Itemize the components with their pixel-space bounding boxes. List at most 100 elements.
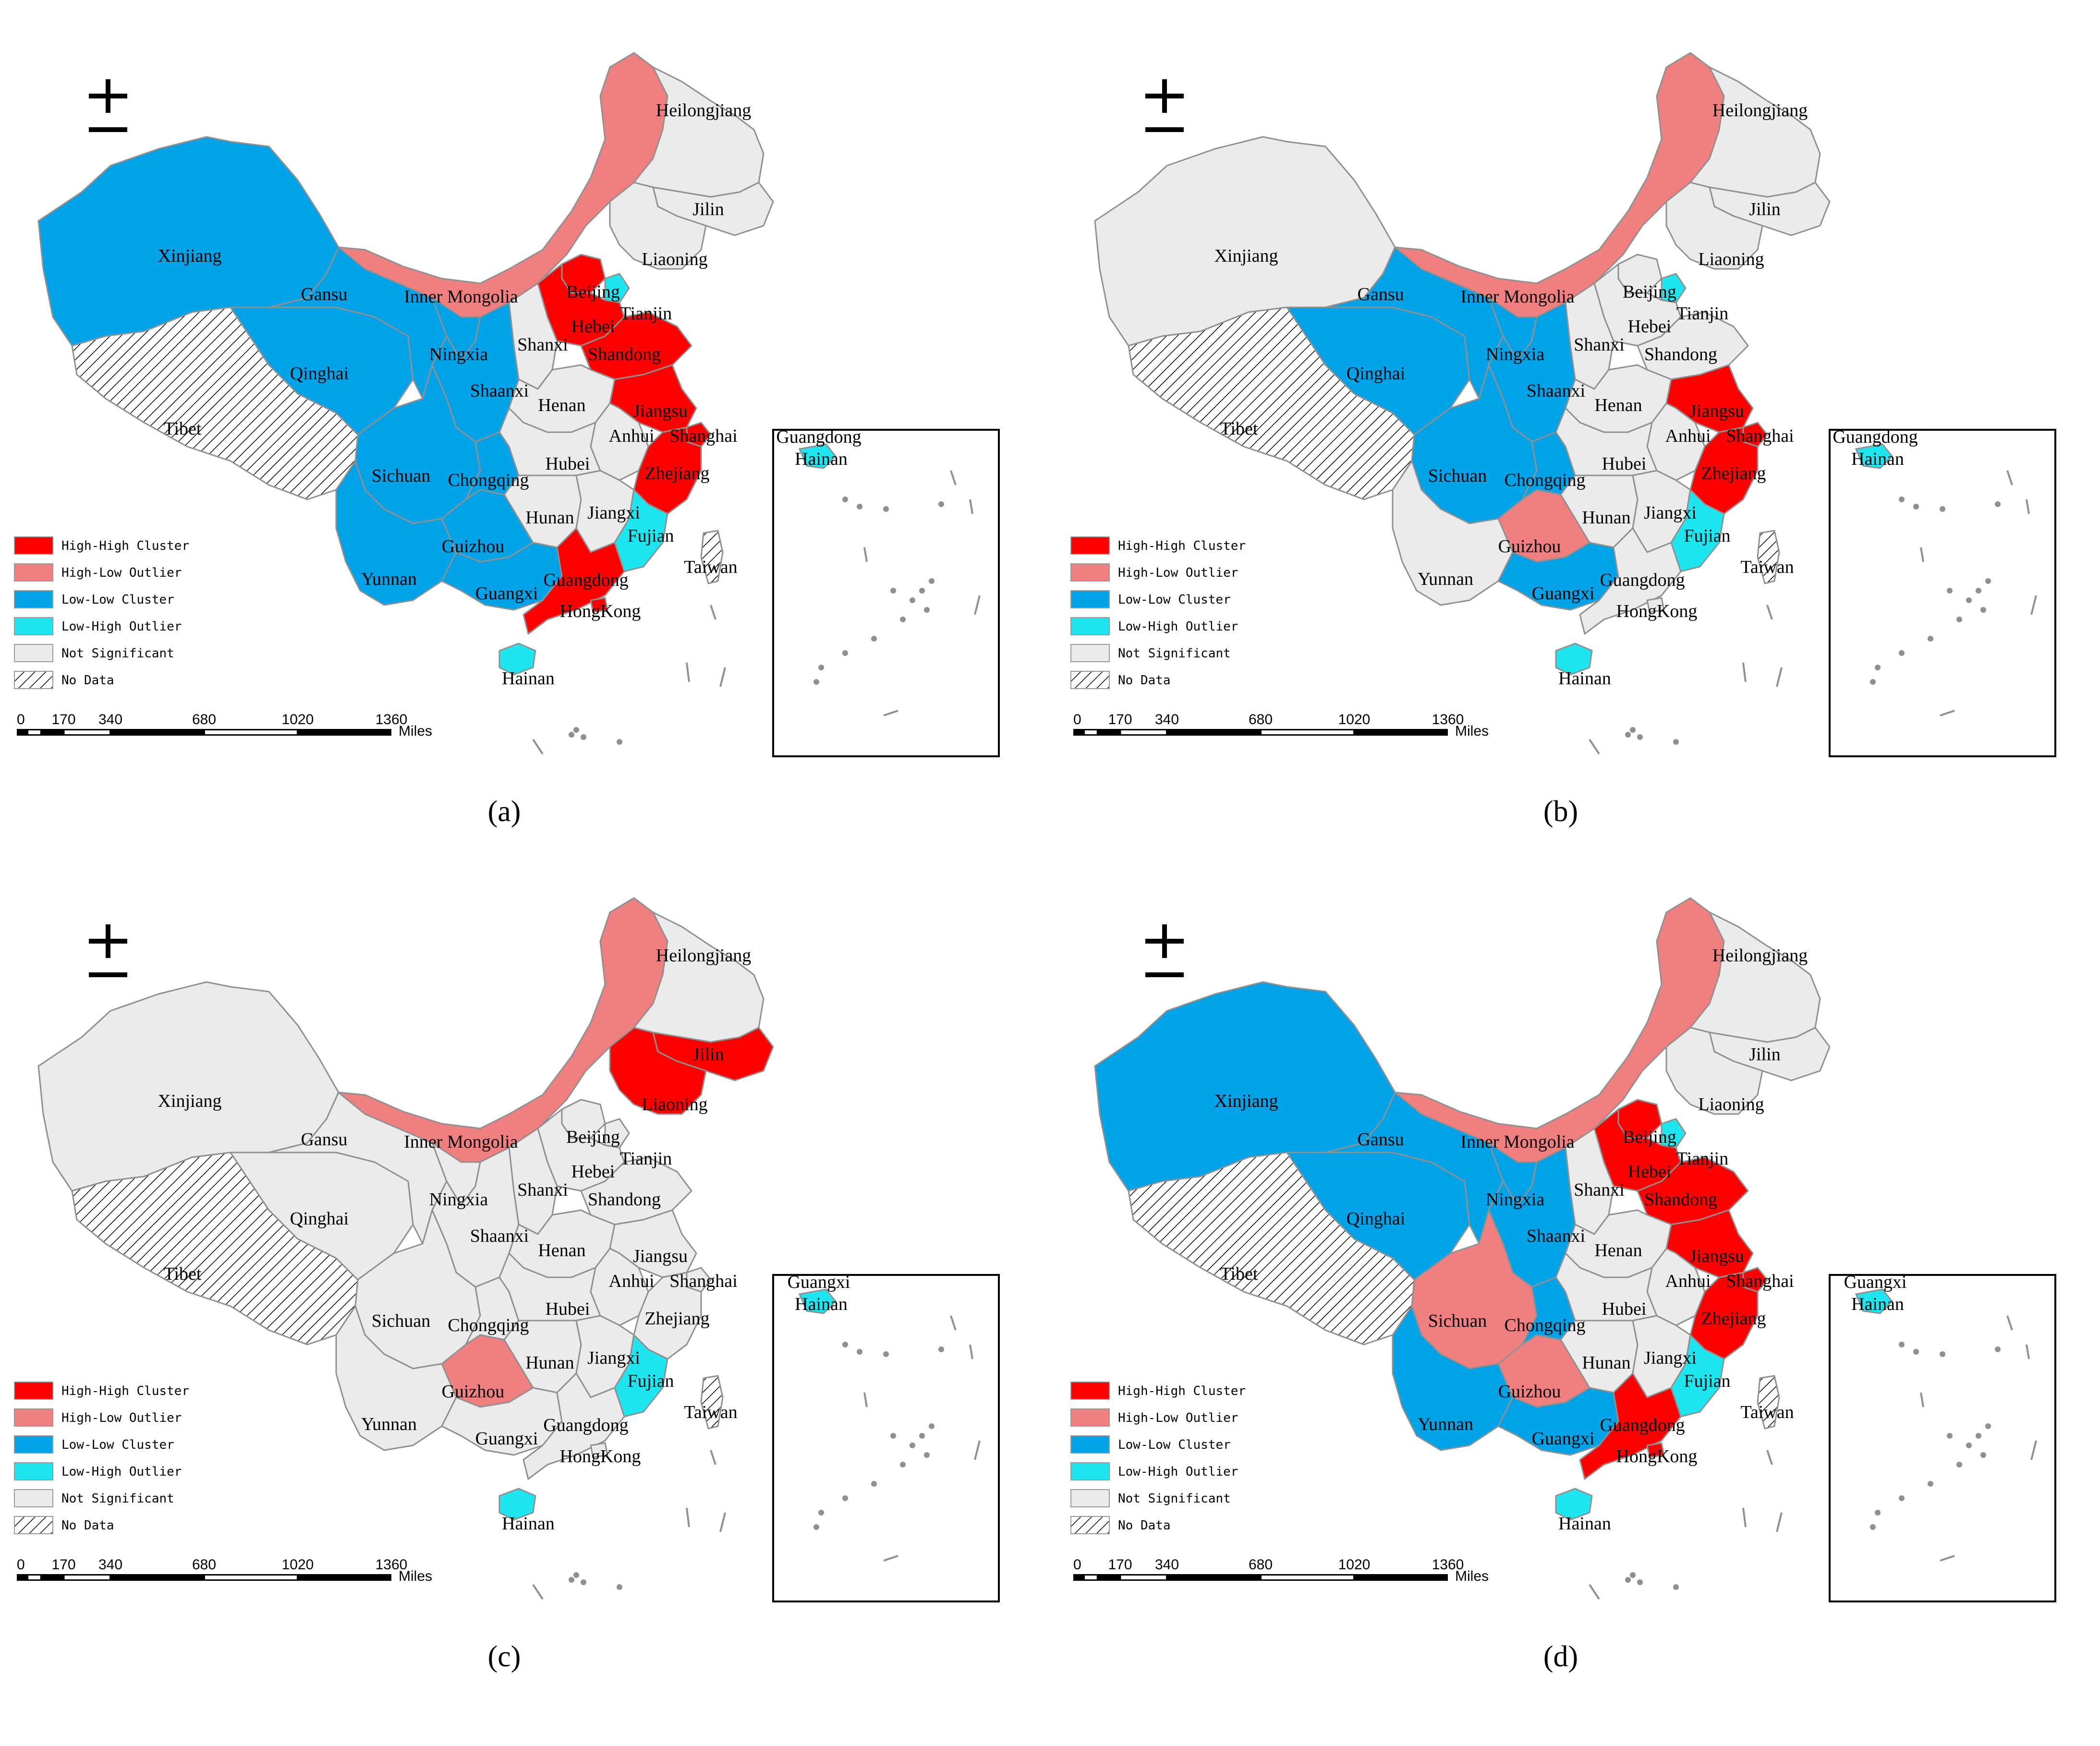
province-label-guangxi: Guangxi (1532, 583, 1595, 604)
legend-swatch-not-significant (1070, 1489, 1110, 1507)
province-label-zhejiang: Zhejiang (1701, 463, 1766, 484)
province-label-shanghai: Shanghai (669, 426, 737, 446)
legend-label-high-low-outlier: High-Low Outlier (61, 566, 182, 580)
province-label-jiangxi: Jiangxi (1644, 503, 1697, 523)
province-label-liaoning: Liaoning (1698, 249, 1764, 269)
province-label-guizhou: Guizhou (1498, 536, 1561, 557)
scale-unit: Miles (399, 723, 432, 739)
province-label-liaoning: Liaoning (1698, 1094, 1764, 1115)
north-arrow-icon (1145, 79, 1184, 132)
province-layer (1094, 52, 1831, 676)
province-label-shandong: Shandong (1644, 1189, 1717, 1210)
legend-label-not-significant: Not Significant (61, 1491, 174, 1506)
province-label-shanxi: Shanxi (517, 1180, 568, 1200)
north-arrow-icon (89, 79, 127, 132)
south-china-sea-marks (532, 1450, 726, 1600)
province-labels: Xinjiang Tibet Qinghai Gansu Inner Mongolia H… (1214, 946, 1808, 1534)
legend-label-not-significant: Not Significant (1118, 646, 1231, 661)
province-label-guangdong: Guangdong (543, 1415, 628, 1435)
scale-tick-0: 0 (1073, 712, 1081, 728)
province-label-taiwan: Taiwan (1740, 557, 1794, 577)
inset-hainan (1855, 443, 1894, 469)
province-label-guizhou: Guizhou (442, 536, 505, 557)
province-label-hongkong: HongKong (1616, 1446, 1698, 1467)
legend-swatch-no-data (1070, 671, 1110, 689)
legend-swatch-high-low-outlier (14, 563, 53, 582)
province-hongkong (590, 1442, 608, 1458)
inset-frame (1829, 1274, 2056, 1602)
inset-frame (772, 429, 1000, 757)
province-label-fujian: Fujian (627, 526, 674, 546)
province-label-guangxi: Guangxi (1532, 1429, 1595, 1449)
panel-caption: (a) (488, 795, 521, 828)
scale-tick-1020: 1020 (282, 1557, 314, 1573)
province-label-taiwan: Taiwan (684, 557, 737, 577)
scale-tick-170: 170 (51, 712, 75, 728)
province-taiwan (700, 1375, 724, 1430)
province-label-henan: Henan (538, 395, 585, 415)
province-label-hunan: Hunan (525, 1353, 574, 1373)
province-label-sichuan: Sichuan (372, 1311, 430, 1331)
panel-caption: (c) (488, 1640, 521, 1673)
province-label-shandong: Shandong (588, 344, 661, 364)
inset-label-hainan: Hainan (795, 1294, 848, 1314)
province-label-jilin: Jilin (1749, 199, 1780, 219)
inset-frame (772, 1274, 1000, 1602)
scale-tick-1020: 1020 (1338, 1557, 1371, 1573)
legend: High-High Cluster High-Low Outlier Low-Low… (14, 1382, 189, 1534)
province-label-yunnan: Yunnan (361, 1414, 417, 1434)
province-label-shanxi: Shanxi (1574, 1180, 1625, 1200)
scale-tick-1360: 1360 (376, 1557, 408, 1573)
province-label-shanxi: Shanxi (1574, 335, 1625, 355)
legend-label-high-high-cluster: High-High Cluster (1118, 1384, 1246, 1398)
scale-unit: Miles (399, 1568, 432, 1584)
province-label-gansu: Gansu (1357, 284, 1404, 304)
inset-label-hainan: Hainan (1851, 449, 1904, 469)
province-label-henan: Henan (538, 1240, 585, 1261)
province-label-inner-mongolia: Inner Mongolia (404, 287, 518, 307)
legend-swatch-no-data (14, 671, 53, 689)
province-fujian (1670, 1334, 1725, 1418)
province-labels: Xinjiang Tibet Qinghai Gansu Inner Mongolia H… (1214, 100, 1808, 689)
legend-swatch-no-data (14, 1516, 53, 1534)
legend-swatch-not-significant (14, 1489, 53, 1507)
province-label-tianjin: Tianjin (1676, 303, 1728, 324)
province-hainan (1555, 643, 1593, 676)
legend-label-no-data: No Data (61, 1518, 114, 1533)
scale-tick-0: 0 (17, 1557, 25, 1573)
province-layer (37, 897, 774, 1521)
province-label-qinghai: Qinghai (1347, 1209, 1405, 1229)
scale-tick-680: 680 (1249, 712, 1273, 728)
panel-caption: (b) (1543, 795, 1578, 828)
province-labels: Xinjiang Tibet Qinghai Gansu Inner Mongolia H… (158, 946, 752, 1534)
province-label-tibet: Tibet (1220, 419, 1258, 439)
province-label-fujian: Fujian (627, 1371, 674, 1391)
province-hainan (498, 1488, 536, 1521)
province-label-tianjin: Tianjin (620, 1149, 672, 1169)
legend-swatch-no-data (1070, 1516, 1110, 1534)
province-label-sichuan: Sichuan (372, 466, 430, 486)
legend-label-low-low-cluster: Low-Low Cluster (61, 593, 174, 607)
legend-swatch-high-low-outlier (1070, 1408, 1110, 1427)
province-labels: Xinjiang Tibet Qinghai Gansu Inner Mongolia H… (158, 100, 752, 689)
province-label-shaanxi: Shaanxi (1527, 381, 1585, 401)
province-label-hubei: Hubei (1602, 1299, 1647, 1319)
province-label-zhejiang: Zhejiang (644, 1309, 709, 1329)
scale-tick-1360: 1360 (1432, 1557, 1464, 1573)
province-label-guizhou: Guizhou (442, 1382, 505, 1402)
province-label-heilongjiang: Heilongjiang (1712, 946, 1808, 966)
scale-tick-680: 680 (1249, 1557, 1273, 1573)
north-arrow-icon (89, 924, 127, 977)
province-label-sichuan: Sichuan (1428, 466, 1487, 486)
province-label-heilongjiang: Heilongjiang (1712, 100, 1808, 121)
province-label-guangxi: Guangxi (475, 583, 538, 604)
panel-caption: (d) (1543, 1640, 1578, 1673)
inset-frame (1829, 429, 2056, 757)
legend-label-high-high-cluster: High-High Cluster (1118, 539, 1246, 553)
